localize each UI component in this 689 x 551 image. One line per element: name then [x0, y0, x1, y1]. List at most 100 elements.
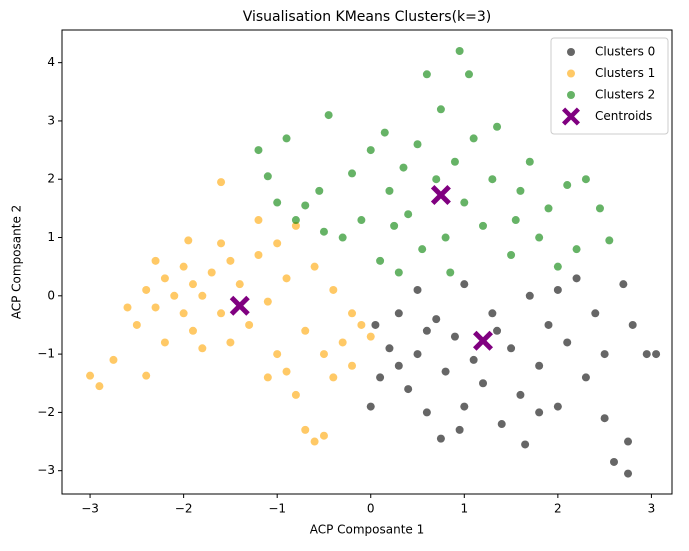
point — [235, 280, 244, 289]
point — [450, 157, 459, 166]
point — [422, 326, 431, 335]
point — [123, 303, 132, 312]
chart-title: Visualisation KMeans Clusters(k=3) — [243, 9, 492, 25]
point — [366, 146, 375, 155]
point — [95, 382, 104, 391]
point — [497, 420, 506, 429]
point — [544, 320, 553, 329]
point — [179, 309, 188, 318]
point — [544, 204, 553, 213]
point — [282, 367, 291, 376]
point — [376, 373, 385, 382]
point — [460, 198, 469, 207]
point — [86, 371, 95, 380]
legend-marker — [567, 69, 575, 78]
point — [600, 350, 609, 359]
point — [591, 309, 600, 318]
point — [151, 256, 160, 265]
point — [507, 251, 516, 260]
legend: Clusters 0 Clusters 1 Clusters 2 Centroids — [550, 37, 669, 135]
point — [413, 140, 422, 149]
point — [198, 291, 207, 300]
x-axis-label: ACP Composante 1 — [310, 523, 425, 537]
point — [301, 326, 310, 335]
point — [329, 285, 338, 294]
point — [455, 425, 464, 434]
plot-area — [86, 46, 661, 478]
point — [319, 350, 328, 359]
point — [535, 233, 544, 242]
point — [624, 437, 633, 446]
point — [572, 245, 581, 254]
point — [572, 274, 581, 283]
point — [642, 350, 651, 359]
point — [254, 216, 263, 225]
point — [394, 309, 403, 318]
point — [324, 111, 333, 120]
point — [436, 105, 445, 114]
point — [301, 425, 310, 434]
centroid — [430, 184, 451, 205]
legend-label: Clusters 0 — [595, 45, 655, 59]
point — [553, 402, 562, 411]
point — [254, 146, 263, 155]
point — [184, 236, 193, 245]
point — [357, 216, 366, 225]
point — [488, 175, 497, 184]
point — [553, 262, 562, 271]
legend-label: Clusters 2 — [595, 88, 655, 102]
point — [521, 440, 530, 449]
point — [226, 256, 235, 265]
point — [217, 309, 226, 318]
point — [390, 221, 399, 230]
point — [479, 221, 488, 230]
point — [436, 434, 445, 443]
point — [263, 373, 272, 382]
y-tick-label: 2 — [47, 172, 55, 186]
point — [488, 309, 497, 318]
centroid — [473, 330, 494, 351]
point — [132, 320, 141, 329]
point — [263, 297, 272, 306]
point — [142, 371, 151, 380]
point — [535, 361, 544, 370]
point — [600, 414, 609, 423]
axes-frame — [61, 29, 673, 495]
point — [357, 320, 366, 329]
point — [385, 344, 394, 353]
point — [315, 186, 324, 195]
point — [394, 268, 403, 277]
x-tick-label: 0 — [367, 502, 375, 516]
point — [624, 469, 633, 478]
point — [553, 285, 562, 294]
y-tick-label: 4 — [47, 55, 55, 69]
y-axis-label: ACP Composante 2 — [10, 205, 24, 320]
point — [422, 408, 431, 417]
point — [198, 344, 207, 353]
point — [329, 373, 338, 382]
point — [348, 309, 357, 318]
legend-marker — [562, 107, 580, 126]
point — [581, 373, 590, 382]
x-tick-label: −3 — [81, 502, 99, 516]
point — [338, 233, 347, 242]
point — [432, 175, 441, 184]
point — [142, 285, 151, 294]
y-tick-label: −1 — [37, 347, 55, 361]
point — [217, 239, 226, 248]
point — [179, 262, 188, 271]
point — [441, 233, 450, 242]
point — [605, 236, 614, 245]
point — [245, 320, 254, 329]
point — [460, 402, 469, 411]
point — [652, 350, 661, 359]
point — [595, 204, 604, 213]
point — [563, 181, 572, 190]
legend-marker — [567, 91, 575, 99]
y-tick-label: 1 — [47, 230, 55, 244]
legend-label: Clusters 1 — [595, 66, 655, 80]
x-tick-label: −1 — [268, 502, 286, 516]
point — [273, 350, 282, 359]
point — [446, 268, 455, 277]
